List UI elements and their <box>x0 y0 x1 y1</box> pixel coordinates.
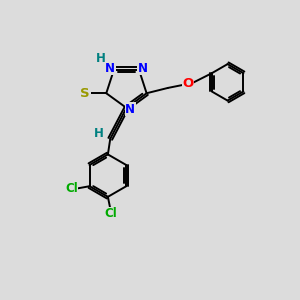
Text: H: H <box>94 127 104 140</box>
Text: Cl: Cl <box>65 182 78 195</box>
Text: N: N <box>105 61 115 75</box>
Text: S: S <box>80 87 90 100</box>
Text: O: O <box>182 77 194 90</box>
Text: N: N <box>125 103 135 116</box>
Text: N: N <box>138 61 148 75</box>
Text: Cl: Cl <box>104 207 117 220</box>
Text: H: H <box>96 52 106 65</box>
